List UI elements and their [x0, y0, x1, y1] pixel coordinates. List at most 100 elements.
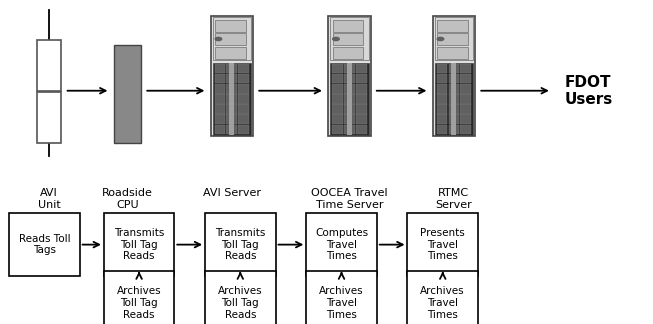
Text: Archives
Toll Tag
Reads: Archives Toll Tag Reads [218, 286, 263, 319]
Bar [37, 40, 61, 91]
Bar [227, 74, 237, 83]
Text: OOCEA Travel
Time Server: OOCEA Travel Time Server [311, 188, 388, 210]
Bar [238, 125, 249, 134]
Bar [227, 84, 237, 94]
Bar [332, 84, 343, 94]
Bar [332, 74, 343, 83]
Bar [438, 20, 468, 32]
Bar [436, 104, 447, 114]
Bar [330, 17, 369, 60]
Text: FDOT
Users: FDOT Users [565, 75, 613, 107]
Bar [436, 94, 447, 104]
FancyBboxPatch shape [205, 213, 276, 276]
Bar [435, 17, 473, 60]
Bar [449, 125, 459, 134]
FancyBboxPatch shape [205, 272, 276, 324]
Bar [435, 63, 473, 135]
Bar [227, 104, 237, 114]
FancyBboxPatch shape [407, 272, 478, 324]
Bar [356, 125, 367, 134]
Bar [436, 125, 447, 134]
Bar [356, 84, 367, 94]
Bar [238, 74, 249, 83]
Bar [213, 63, 251, 135]
Bar [344, 74, 355, 83]
Bar [344, 94, 355, 104]
Bar [332, 64, 343, 73]
Bar [449, 104, 459, 114]
Bar [356, 94, 367, 104]
Bar [332, 125, 343, 134]
Text: RTMC
Server: RTMC Server [436, 188, 472, 210]
Text: Reads Toll
Tags: Reads Toll Tags [18, 234, 71, 255]
Bar [460, 125, 471, 134]
Bar [449, 74, 459, 83]
Circle shape [333, 37, 340, 40]
Bar [344, 125, 355, 134]
Bar [114, 45, 141, 143]
Bar [215, 20, 246, 32]
Bar [227, 64, 237, 73]
Bar [332, 104, 343, 114]
Bar [449, 114, 459, 124]
FancyBboxPatch shape [306, 272, 377, 324]
Bar [333, 47, 364, 59]
Text: Roadside
CPU: Roadside CPU [102, 188, 153, 210]
Bar [214, 104, 225, 114]
Bar [344, 84, 355, 94]
Bar [356, 104, 367, 114]
Text: AVI
Unit: AVI Unit [38, 188, 60, 210]
Bar [344, 104, 355, 114]
Text: Transmits
Toll Tag
Reads: Transmits Toll Tag Reads [215, 228, 266, 261]
Bar [214, 84, 225, 94]
Bar [347, 63, 352, 135]
Bar [213, 17, 251, 60]
Bar [332, 114, 343, 124]
Bar [438, 33, 468, 45]
Bar [229, 63, 234, 135]
Bar [451, 63, 456, 135]
Bar [214, 64, 225, 73]
Bar [460, 64, 471, 73]
Bar [333, 20, 364, 32]
FancyBboxPatch shape [210, 16, 253, 136]
FancyBboxPatch shape [9, 213, 80, 276]
Bar [215, 33, 246, 45]
Text: Archives
Toll Tag
Reads: Archives Toll Tag Reads [117, 286, 161, 319]
Bar [460, 104, 471, 114]
Bar [37, 92, 61, 143]
Bar [214, 74, 225, 83]
Bar [238, 104, 249, 114]
FancyBboxPatch shape [104, 213, 174, 276]
Bar [330, 63, 369, 135]
Text: Archives
Travel
Times: Archives Travel Times [421, 286, 465, 319]
Bar [227, 114, 237, 124]
Bar [460, 94, 471, 104]
Bar [356, 114, 367, 124]
Bar [238, 64, 249, 73]
Text: Presents
Travel
Times: Presents Travel Times [421, 228, 465, 261]
Circle shape [438, 37, 444, 40]
Bar [344, 114, 355, 124]
Bar [460, 74, 471, 83]
Text: Archives
Travel
Times: Archives Travel Times [319, 286, 364, 319]
FancyBboxPatch shape [306, 213, 377, 276]
Bar [436, 114, 447, 124]
Bar [215, 47, 246, 59]
FancyBboxPatch shape [433, 16, 475, 136]
Bar [449, 94, 459, 104]
Text: AVI Server: AVI Server [203, 188, 261, 198]
Bar [436, 74, 447, 83]
FancyBboxPatch shape [328, 16, 371, 136]
Bar [356, 74, 367, 83]
Bar [214, 94, 225, 104]
Bar [438, 47, 468, 59]
Bar [436, 84, 447, 94]
Bar [227, 125, 237, 134]
Bar [238, 94, 249, 104]
Bar [214, 114, 225, 124]
Bar [332, 94, 343, 104]
Bar [356, 64, 367, 73]
Text: Computes
Travel
Times: Computes Travel Times [315, 228, 368, 261]
FancyBboxPatch shape [104, 272, 174, 324]
